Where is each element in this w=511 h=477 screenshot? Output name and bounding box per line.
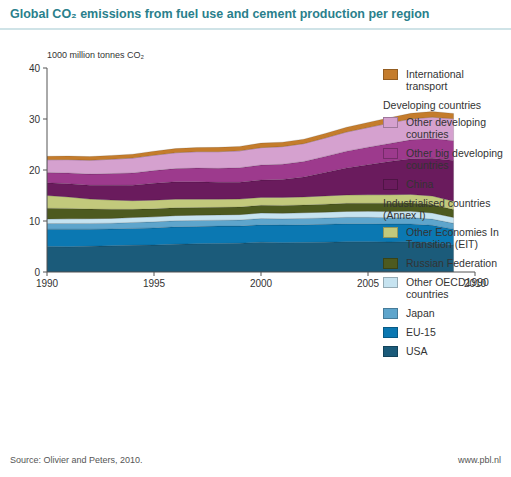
legend-swatch: [383, 258, 398, 269]
legend-swatch: [383, 346, 398, 357]
area: [47, 242, 454, 272]
legend-swatch: [383, 277, 398, 288]
x-tick: [261, 272, 262, 276]
title-rule: [0, 29, 511, 30]
x-tick-label: 2005: [357, 278, 380, 289]
legend-label: Other big developing countries: [406, 147, 506, 171]
y-tick-label: 0: [34, 267, 40, 278]
legend-item: China: [383, 178, 509, 190]
legend-label: International transport: [406, 68, 506, 92]
area: [47, 112, 454, 161]
legend-label: Japan: [406, 307, 506, 319]
legend-group: Industrialised countries (Annex I): [383, 197, 509, 221]
legend-item: EU-15: [383, 326, 509, 338]
x-tick: [154, 272, 155, 276]
y-tick: [43, 170, 47, 171]
legend: International transport Developing countr…: [383, 68, 509, 364]
legend-item: Russian Federation: [383, 257, 509, 269]
legend-item: USA: [383, 345, 509, 357]
legend-item: Other big developing countries: [383, 147, 509, 171]
legend-swatch: [383, 308, 398, 319]
x-tick-label: 1995: [143, 278, 166, 289]
title: Global CO₂ emissions from fuel use and c…: [10, 7, 430, 21]
x-tick-label: 2000: [250, 278, 273, 289]
legend-swatch: [383, 69, 398, 80]
legend-label: Other developing countries: [406, 116, 506, 140]
legend-label: EU-15: [406, 326, 506, 338]
x-tick: [475, 272, 476, 276]
x-tick: [47, 272, 48, 276]
y-tick-label: 20: [29, 165, 41, 176]
legend-item: Japan: [383, 307, 509, 319]
legend-swatch: [383, 327, 398, 338]
credit: www.pbl.nl: [457, 455, 501, 465]
y-axis-label: 1000 million tonnes CO₂: [47, 50, 145, 60]
legend-item: Other Economies In Transition (EIT): [383, 226, 509, 250]
legend-swatch: [383, 117, 398, 128]
y-tick-label: 30: [29, 114, 41, 125]
legend-swatch: [383, 179, 398, 190]
legend-item: Other OECD1990 countries: [383, 276, 509, 300]
y-tick: [43, 68, 47, 69]
legend-label: Other OECD1990 countries: [406, 276, 506, 300]
legend-swatch: [383, 227, 398, 238]
legend-label: Other Economies In Transition (EIT): [406, 226, 506, 250]
legend-swatch: [383, 148, 398, 159]
y-tick-label: 40: [29, 63, 41, 74]
y-tick-label: 10: [29, 216, 41, 227]
y-tick: [43, 119, 47, 120]
legend-label: China: [406, 178, 506, 190]
y-tick: [43, 221, 47, 222]
source: Source: Olivier and Peters, 2010.: [10, 455, 143, 465]
legend-item: International transport: [383, 68, 509, 92]
legend-group: Developing countries: [383, 99, 509, 111]
legend-label: Russian Federation: [406, 257, 506, 269]
plot-area: [47, 112, 454, 272]
y-tick: [43, 272, 47, 273]
x-tick: [368, 272, 369, 276]
x-tick-label: 1990: [36, 278, 59, 289]
legend-label: USA: [406, 345, 506, 357]
legend-item: Other developing countries: [383, 116, 509, 140]
